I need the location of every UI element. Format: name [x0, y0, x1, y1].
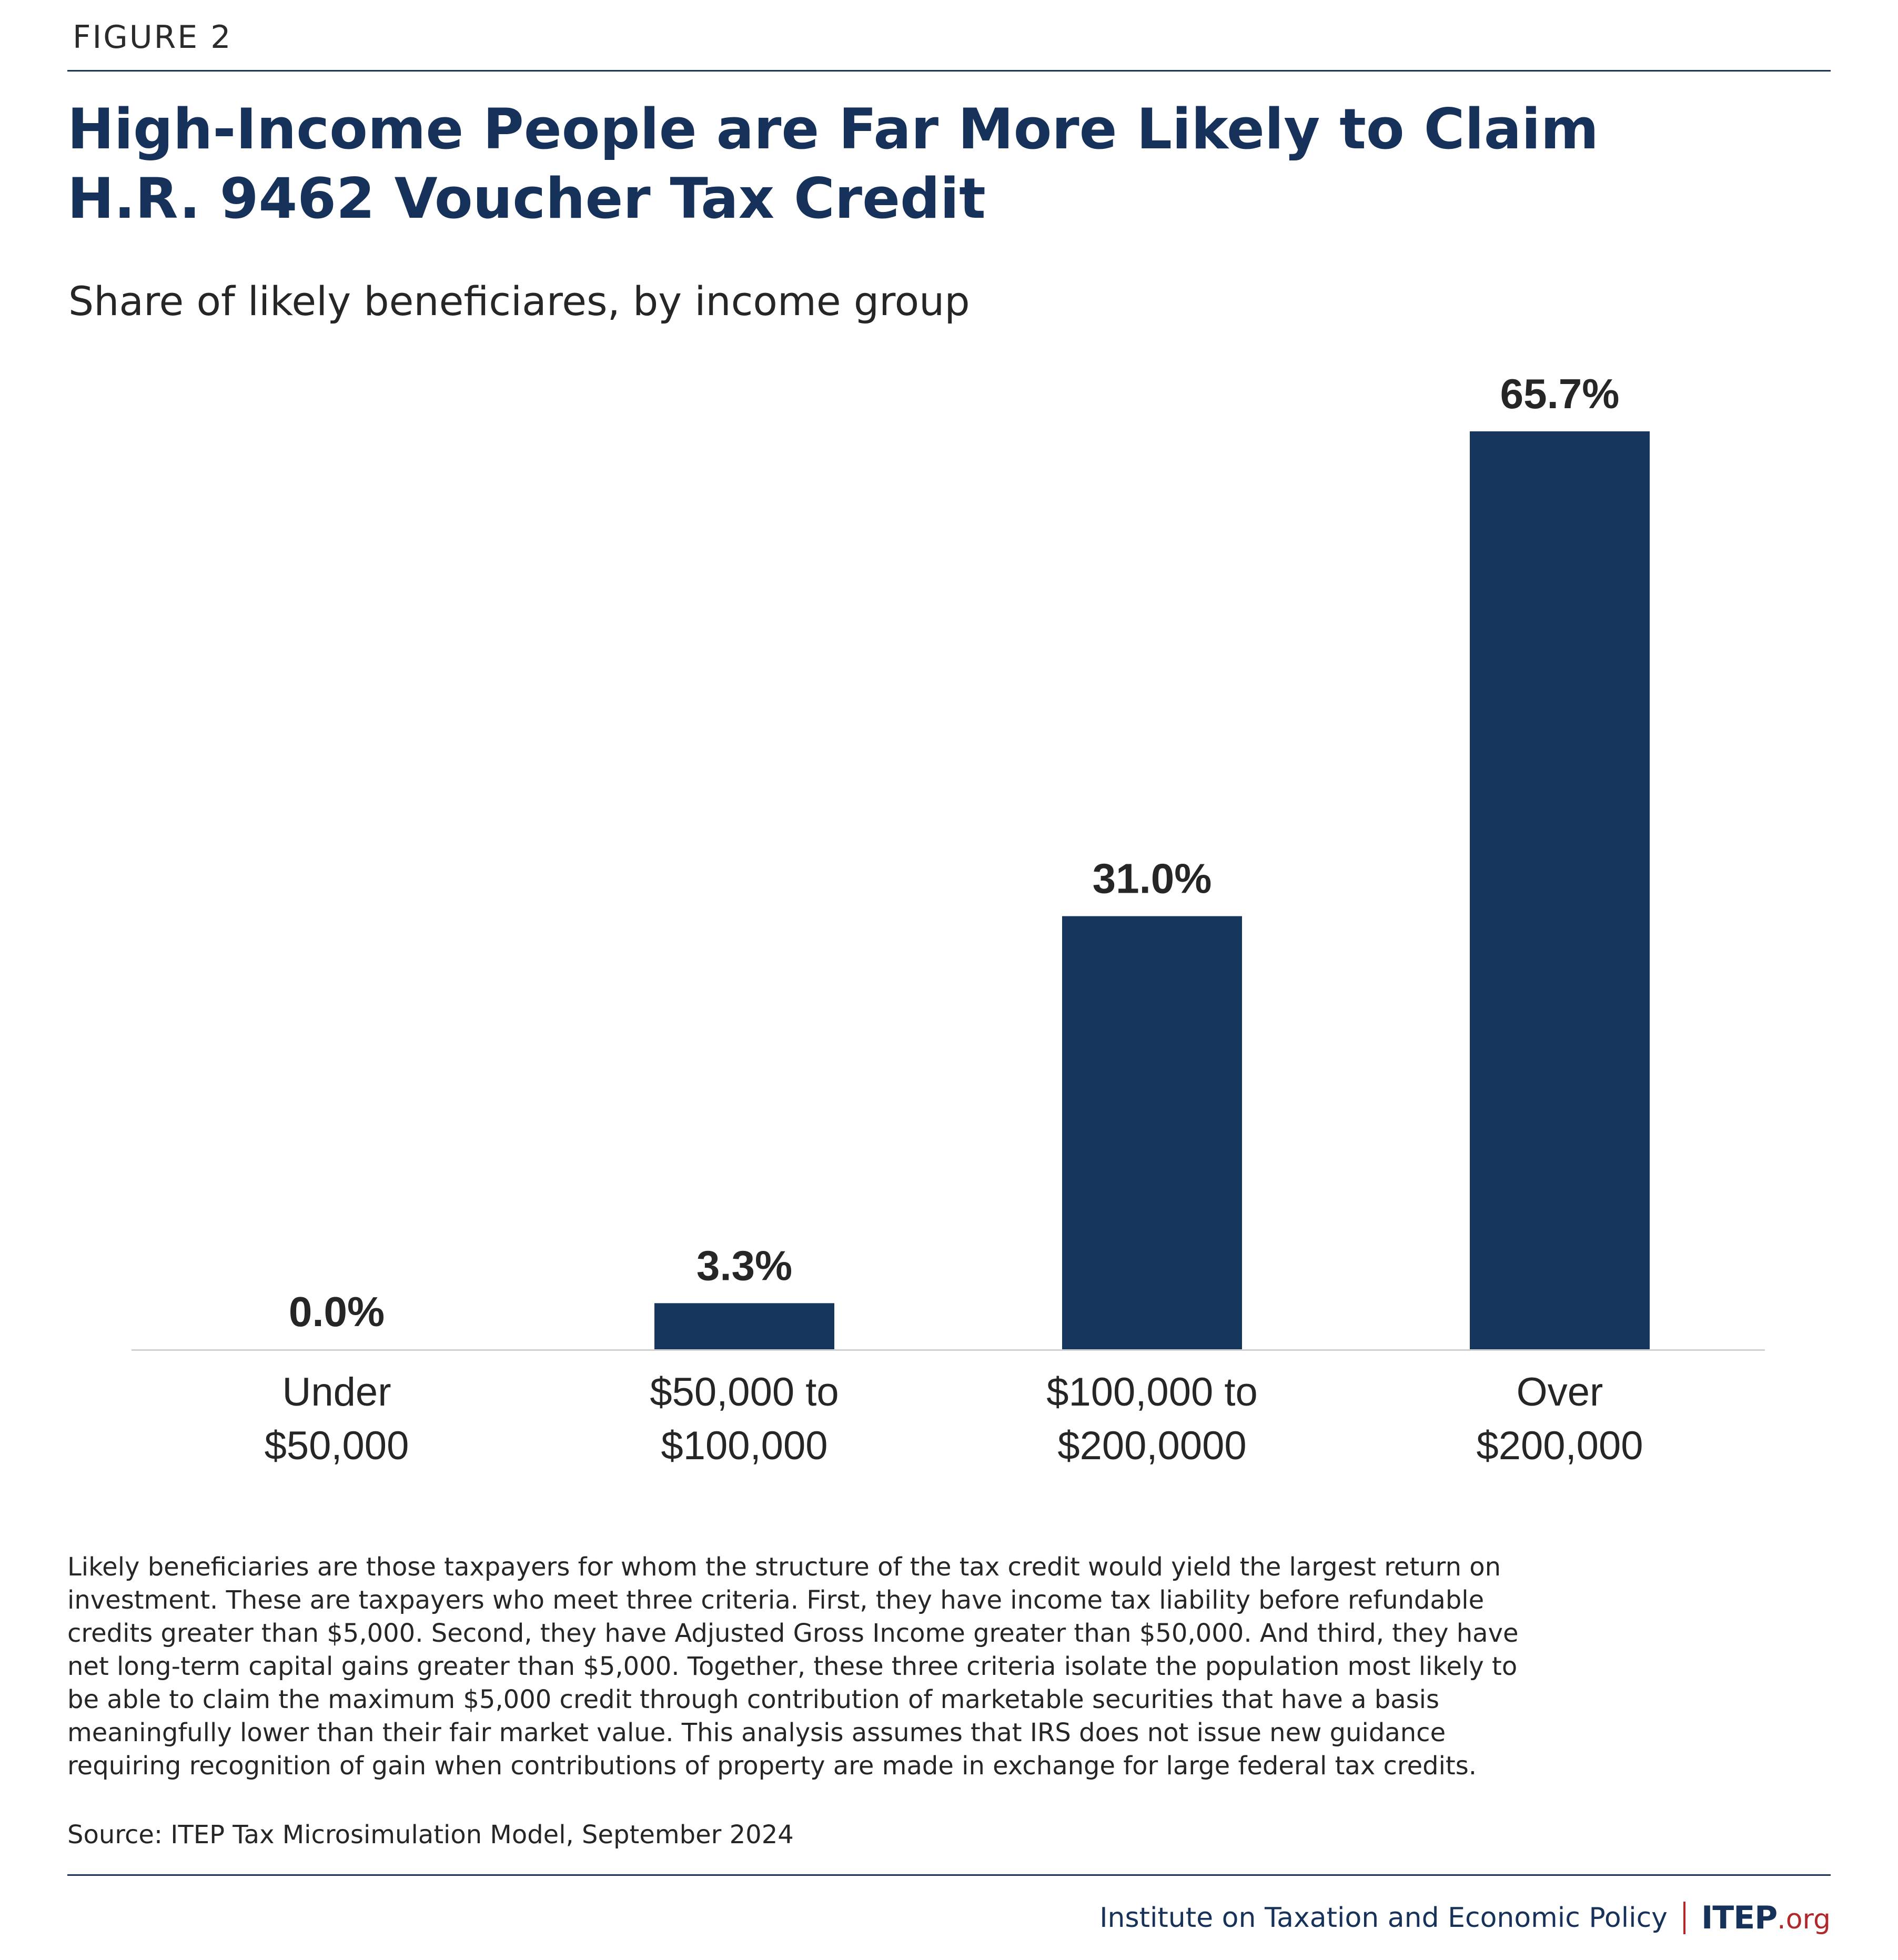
- bottom-divider: [67, 1874, 1831, 1876]
- bar-chart: 0.0% Under $50,000 3.3% $50,000 to $100,000 31…: [132, 370, 1765, 1468]
- itep-logo[interactable]: ITEP.org: [1701, 1900, 1831, 1936]
- category-label: $100,000: [661, 1423, 828, 1468]
- bar-value-label: 65.7%: [1500, 370, 1620, 417]
- methodology-note: Likely beneficiaries are those taxpayers…: [67, 1551, 1572, 1783]
- category-label: Under: [282, 1370, 391, 1415]
- bar-value-label: 31.0%: [1093, 855, 1212, 902]
- note-line: requiring recognition of gain when contr…: [67, 1751, 1477, 1781]
- bar: [1062, 916, 1242, 1349]
- note-line: investment. These are taxpayers who meet…: [67, 1585, 1485, 1615]
- figure-label: FIGURE 2: [73, 19, 233, 56]
- note-line: Likely beneficiaries are those taxpayers…: [67, 1552, 1501, 1582]
- footer-separator: [1683, 1902, 1685, 1934]
- chart-title-line: H.R. 9462 Voucher Tax Credit: [67, 166, 986, 231]
- footer-org-name: Institute on Taxation and Economic Polic…: [1099, 1902, 1668, 1934]
- category-label: $50,000 to: [650, 1370, 839, 1415]
- top-divider: [67, 70, 1831, 72]
- category-label: $50,000: [265, 1423, 409, 1468]
- chart-subtitle: Share of likely beneficiares, by income …: [68, 278, 970, 325]
- chart-title-line: High-Income People are Far More Likely t…: [67, 97, 1599, 161]
- category-label: $200,000: [1477, 1423, 1643, 1468]
- bar-value-label: 0.0%: [289, 1288, 385, 1335]
- category-label: Over: [1517, 1370, 1603, 1415]
- note-line: credits greater than $5,000. Second, the…: [67, 1619, 1519, 1648]
- category-label: $100,000 to: [1046, 1370, 1258, 1415]
- bar-value-label: 3.3%: [696, 1242, 792, 1289]
- bar: [654, 1303, 834, 1349]
- source-note: Source: ITEP Tax Microsimulation Model, …: [67, 1820, 794, 1850]
- note-line: be able to claim the maximum $5,000 cred…: [67, 1685, 1439, 1714]
- chart-title: High-Income People are Far More Likely t…: [67, 95, 1803, 234]
- note-line: net long-term capital gains greater than…: [67, 1652, 1518, 1681]
- footer: Institute on Taxation and Economic Polic…: [1099, 1899, 1831, 1937]
- bar: [1470, 431, 1650, 1349]
- note-line: meaningfully lower than their fair marke…: [67, 1718, 1446, 1747]
- logo-suffix-text: .org: [1777, 1904, 1831, 1935]
- category-label: $200,0000: [1057, 1423, 1246, 1468]
- logo-main-text: ITEP: [1701, 1900, 1778, 1936]
